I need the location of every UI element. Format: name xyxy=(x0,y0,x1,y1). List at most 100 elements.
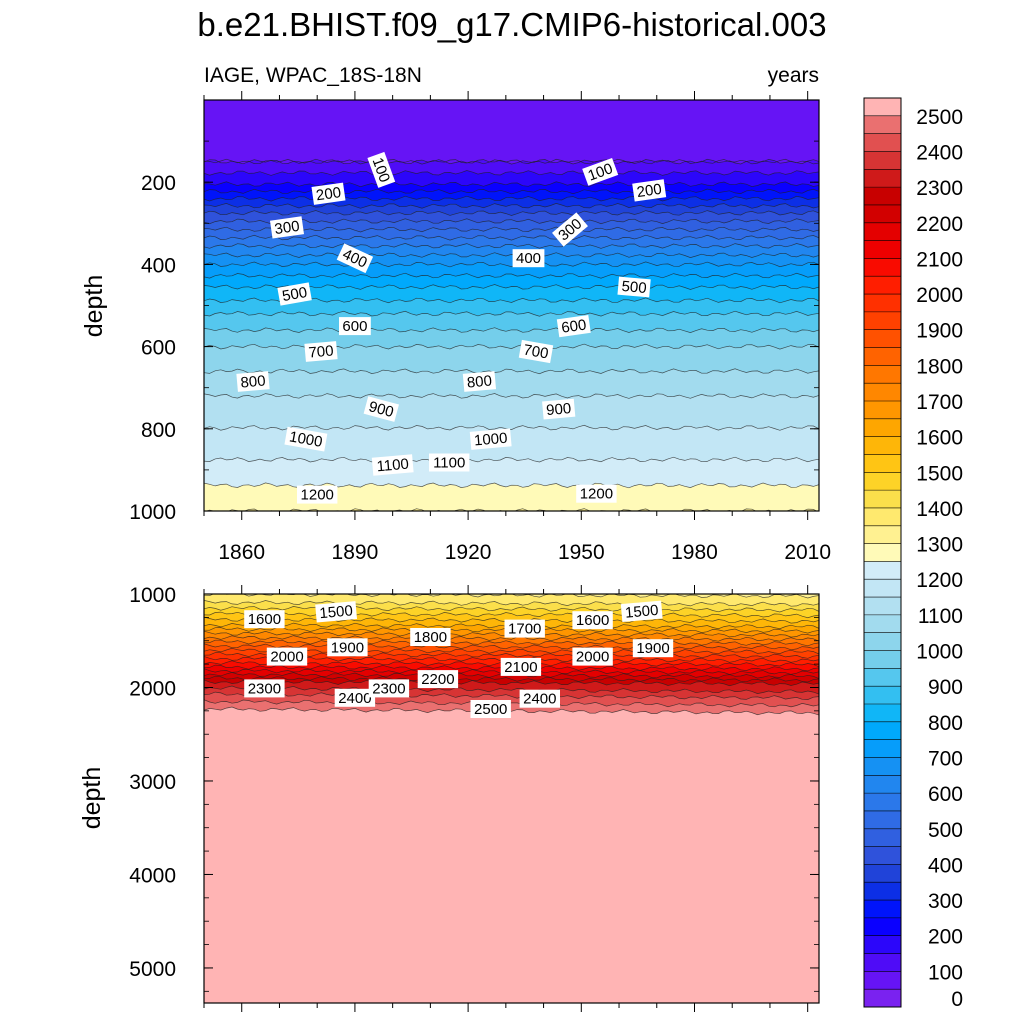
lower-contour-line xyxy=(204,691,819,700)
colorbar-swatch xyxy=(864,953,901,972)
y-tick-label: 200 xyxy=(141,172,176,195)
contour-label-box xyxy=(417,670,459,689)
contour-label: 1700 xyxy=(504,619,545,638)
colorbar-swatch xyxy=(864,436,901,455)
colorbar-swatch xyxy=(864,721,901,740)
contour-label-box xyxy=(236,371,270,392)
colorbar-label: 1000 xyxy=(916,641,963,664)
colorbar-swatch xyxy=(864,614,901,633)
lower-plot-frame xyxy=(203,593,820,1004)
upper-contour-line xyxy=(204,424,819,431)
contour-label: 1200 xyxy=(297,485,338,504)
contour-label-box xyxy=(371,454,414,476)
contour-label: 1900 xyxy=(327,638,368,657)
contour-label-text: 300 xyxy=(273,218,300,238)
y-tick-label: 600 xyxy=(141,337,176,360)
contour-label-text: 900 xyxy=(367,398,396,421)
lower-axes: 1000 2000 3000 4000 5000 xyxy=(129,584,819,1012)
contour-label-text: 900 xyxy=(546,400,572,419)
contour-label: 2000 xyxy=(266,647,308,666)
colorbar-swatch xyxy=(864,276,901,295)
contour-label: 2300 xyxy=(368,679,410,698)
lower-contour-line xyxy=(204,635,819,642)
contour-label-box xyxy=(542,398,576,420)
contour-label-box xyxy=(462,371,497,392)
contour-label: 1100 xyxy=(371,454,414,476)
colorbar-label: 2000 xyxy=(916,284,963,307)
upper-contour-line xyxy=(204,393,819,399)
colorbar-swatch xyxy=(864,294,901,313)
colorbar-frame xyxy=(863,97,902,1008)
x-tick-label: 1980 xyxy=(671,541,718,564)
contour-label-text: 200 xyxy=(636,181,663,201)
colorbar-label: 100 xyxy=(928,961,963,984)
upper-contour-line xyxy=(204,272,819,279)
contour-label: 1900 xyxy=(632,639,674,658)
lower-band xyxy=(204,707,819,1003)
contour-label-text: 1000 xyxy=(288,428,324,451)
colorbar-swatch xyxy=(864,525,901,544)
contour-label: 600 xyxy=(339,317,371,336)
contour-label: 500 xyxy=(617,276,651,298)
contour-label-text: 500 xyxy=(621,278,647,297)
colorbar-swatch xyxy=(864,686,901,705)
lower-contour-line xyxy=(204,699,819,708)
colorbar-swatch xyxy=(864,757,901,776)
contour-label: 200 xyxy=(632,179,667,202)
contour-label: 2000 xyxy=(572,647,613,666)
colorbar-swatch xyxy=(864,347,901,366)
variable-label: IAGE, WPAC_18S-18N xyxy=(204,64,422,87)
colorbar-swatch xyxy=(864,169,901,188)
upper-contour-line xyxy=(204,210,819,216)
colorbar-label: 1900 xyxy=(916,320,963,343)
colorbar-label: 1500 xyxy=(916,462,963,485)
lower-contour-line xyxy=(204,675,819,683)
contour-label-box xyxy=(519,689,560,708)
colorbar-label: 900 xyxy=(928,676,963,699)
lower-contour-line xyxy=(204,639,819,647)
contour-label-text: 1800 xyxy=(414,629,447,646)
contour-label-text: 700 xyxy=(522,341,550,362)
colorbar-swatch xyxy=(864,543,901,562)
upper-contour-line xyxy=(204,203,819,209)
colorbar-label: 300 xyxy=(928,890,963,913)
contour-label-box xyxy=(512,249,545,268)
contour-label-box xyxy=(327,638,368,657)
contour-label-box xyxy=(266,647,308,666)
contour-label-text: 1500 xyxy=(624,602,659,622)
x-tick-label: 1920 xyxy=(445,541,492,564)
contour-label: 2300 xyxy=(244,679,285,698)
contour-label-box xyxy=(270,216,304,239)
contour-label-text: 1100 xyxy=(376,456,410,476)
contour-label-box xyxy=(368,679,410,698)
colorbar-swatch xyxy=(864,935,901,954)
upper-ylabel: depth xyxy=(80,275,108,338)
colorbar-label: 2500 xyxy=(916,106,963,129)
contour-label: 1000 xyxy=(284,426,328,452)
upper-contour-line xyxy=(204,482,819,489)
contour-label: 1600 xyxy=(572,611,613,630)
upper-color-fill xyxy=(204,100,819,511)
lower-contour-line xyxy=(204,679,819,687)
colorbar-swatch xyxy=(864,597,901,616)
contour-label-text: 2300 xyxy=(248,680,281,697)
upper-contour-line xyxy=(204,327,819,333)
upper-contour-line xyxy=(204,188,819,195)
upper-band xyxy=(204,482,819,511)
contour-label-box xyxy=(244,610,285,629)
colorbar-label: 400 xyxy=(928,854,963,877)
x-tick-label: 1860 xyxy=(218,541,265,564)
colorbar-swatch xyxy=(864,329,901,348)
colorbar-swatch xyxy=(864,900,901,919)
colorbar-swatch xyxy=(864,115,901,134)
contour-label: 1600 xyxy=(244,610,285,629)
contour-label-text: 700 xyxy=(308,342,334,361)
colorbar-swatch xyxy=(864,828,901,847)
contour-label: 1500 xyxy=(620,600,663,623)
contour-label-text: 1000 xyxy=(473,430,508,450)
y-tick-label: 1000 xyxy=(129,501,176,524)
contour-label-text: 2400 xyxy=(523,691,556,708)
